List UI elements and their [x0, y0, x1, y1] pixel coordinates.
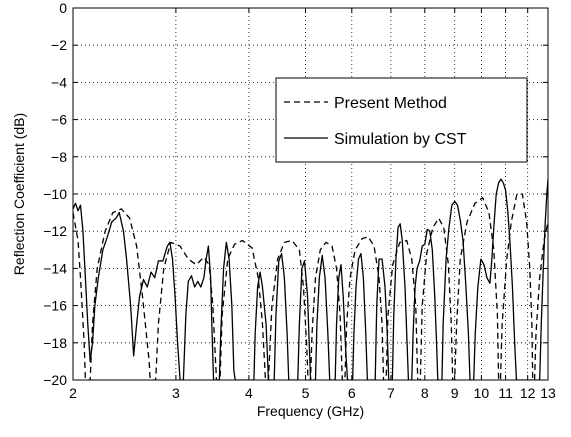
y-tick-label: −20	[43, 372, 67, 388]
present-method-line	[73, 193, 548, 380]
y-tick-label: −2	[51, 37, 67, 53]
x-tick-label: 11	[498, 385, 513, 401]
x-tick-label: 9	[451, 385, 459, 401]
x-tick-label: 2	[69, 385, 77, 401]
y-tick-label: −14	[43, 260, 67, 276]
y-tick-label: −4	[51, 74, 67, 90]
legend: Present Method Simulation by CST	[275, 77, 528, 163]
y-tick-label: −16	[43, 298, 67, 314]
legend-box	[275, 77, 528, 163]
y-axis-title: Reflection Coefficient (dB)	[11, 113, 27, 275]
x-tick-label: 4	[245, 385, 253, 401]
x-tick-label: 7	[387, 385, 395, 401]
x-axis-title: Frequency (GHz)	[257, 403, 364, 419]
cst-simulation-line	[73, 178, 548, 380]
legend-label: Simulation by CST	[334, 131, 467, 148]
x-tick-label: 3	[172, 385, 180, 401]
y-tick-label: −18	[43, 335, 67, 351]
plot-area-frame	[72, 7, 549, 381]
x-tick-label: 5	[302, 385, 310, 401]
x-tick-label: 13	[540, 385, 556, 401]
y-tick-label: −6	[51, 112, 67, 128]
y-tick-label: −8	[51, 149, 67, 165]
legend-label: Present Method	[334, 95, 447, 112]
y-tick-label: 0	[59, 0, 67, 16]
x-tick-label: 12	[520, 385, 536, 401]
x-tick-label: 8	[421, 385, 429, 401]
y-tick-label: −10	[43, 186, 67, 202]
y-tick-label: −12	[43, 223, 67, 239]
x-tick-label: 10	[474, 385, 490, 401]
x-tick-label: 6	[348, 385, 356, 401]
